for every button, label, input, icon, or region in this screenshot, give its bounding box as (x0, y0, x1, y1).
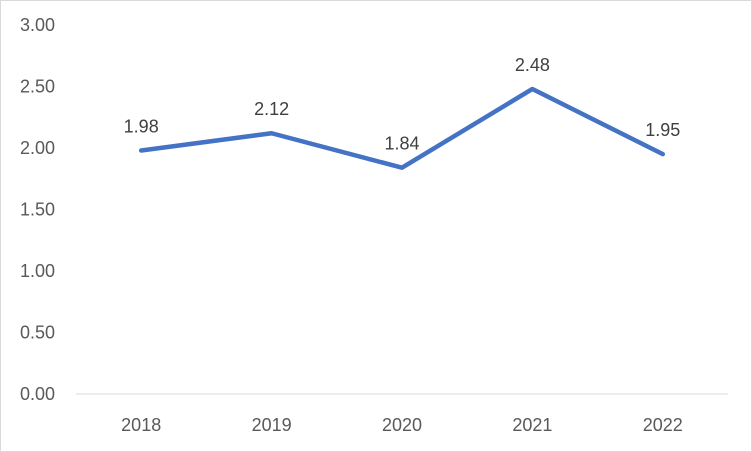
y-tick-label: 1.00 (20, 261, 55, 281)
y-tick-label: 0.00 (20, 384, 55, 404)
y-tick-label: 3.00 (20, 15, 55, 35)
y-tick-label: 1.50 (20, 200, 55, 220)
data-label: 1.98 (124, 116, 159, 136)
y-tick-label: 2.00 (20, 138, 55, 158)
y-axis-ticks: 0.00 0.50 1.00 1.50 2.00 2.50 3.00 (20, 15, 55, 404)
data-label: 2.12 (254, 99, 289, 119)
y-tick-label: 2.50 (20, 77, 55, 97)
x-tick-label: 2022 (643, 415, 683, 435)
data-labels: 1.98 2.12 1.84 2.48 1.95 (124, 55, 681, 154)
x-tick-label: 2019 (252, 415, 292, 435)
x-tick-label: 2020 (382, 415, 422, 435)
y-tick-label: 0.50 (20, 323, 55, 343)
x-tick-label: 2018 (121, 415, 161, 435)
series-line (138, 86, 666, 170)
x-tick-label: 2021 (512, 415, 552, 435)
series-1 (138, 86, 666, 170)
x-axis-ticks: 2018 2019 2020 2021 2022 (121, 415, 683, 435)
data-label: 2.48 (515, 55, 550, 75)
data-label: 1.84 (384, 134, 419, 154)
data-label: 1.95 (645, 120, 680, 140)
